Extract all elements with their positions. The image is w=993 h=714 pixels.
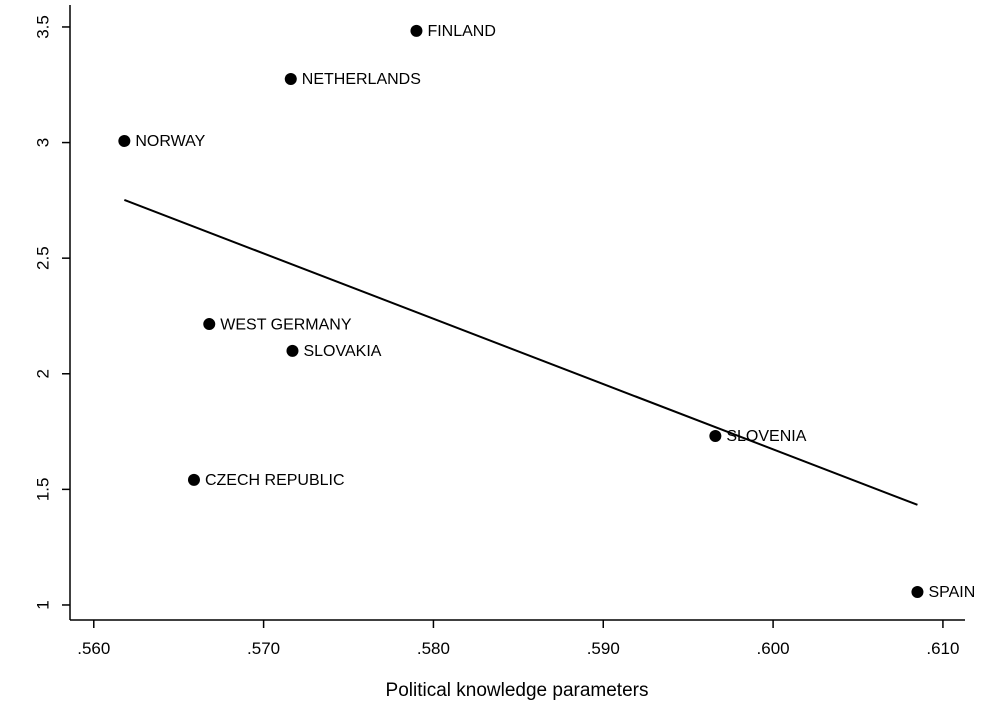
point <box>286 344 299 357</box>
point-label: NORWAY <box>135 133 205 150</box>
point <box>709 429 722 442</box>
point <box>911 586 924 599</box>
point-label: SLOVAKIA <box>303 343 381 360</box>
point <box>187 473 200 486</box>
fit-line <box>123 198 918 506</box>
point-label: FINLAND <box>427 23 495 40</box>
y-tick-label: 1.5 <box>33 478 52 502</box>
point <box>410 24 423 37</box>
y-tick-label: 2.5 <box>33 246 52 270</box>
y-tick-label: 3.5 <box>33 15 52 39</box>
point <box>284 72 297 85</box>
point-label: SPAIN <box>928 584 975 601</box>
x-tick-label: .610 <box>926 639 959 658</box>
point <box>203 318 216 331</box>
y-tick-label: 3 <box>33 138 52 147</box>
point-label: NETHERLANDS <box>302 71 421 88</box>
x-tick-label: .570 <box>247 639 280 658</box>
x-axis-title: Political knowledge parameters <box>386 680 649 701</box>
y-tick-label: 1 <box>33 600 52 609</box>
x-tick-label: .600 <box>757 639 790 658</box>
point <box>118 134 131 147</box>
point-label: CZECH REPUBLIC <box>205 472 345 489</box>
point-label: SLOVENIA <box>726 428 806 445</box>
x-tick-label: .590 <box>587 639 620 658</box>
x-tick-label: .580 <box>417 639 450 658</box>
y-tick-label: 2 <box>33 369 52 378</box>
x-tick-label: .560 <box>77 639 110 658</box>
point-label: WEST GERMANY <box>220 316 352 333</box>
